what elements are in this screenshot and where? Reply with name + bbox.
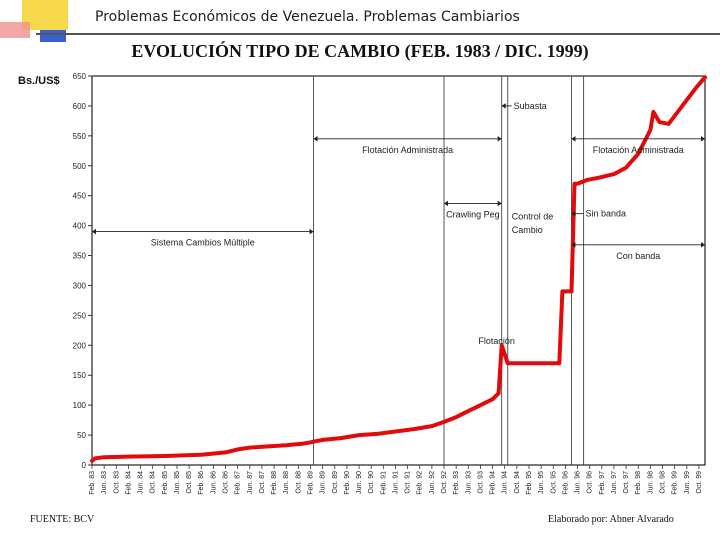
- x-tick-label: Feb. 92: [417, 471, 424, 495]
- slide-header-title: Problemas Económicos de Venezuela. Probl…: [95, 9, 520, 25]
- x-tick-label: Feb. 85: [162, 471, 169, 495]
- x-tick-label: Jun. 95: [538, 471, 545, 494]
- arrow-head: [701, 241, 705, 248]
- arrow-head: [92, 228, 96, 235]
- x-tick-label: Oct. 89: [332, 471, 339, 494]
- x-tick-label: Oct. 83: [113, 471, 120, 494]
- x-tick-label: Oct. 95: [550, 471, 557, 494]
- annotation-label: Con banda: [616, 251, 660, 261]
- y-tick-label: 300: [73, 281, 87, 290]
- x-tick-label: Oct. 88: [295, 471, 302, 494]
- x-tick-label: Jun. 88: [283, 471, 290, 494]
- x-tick-label: Feb. 84: [125, 471, 132, 495]
- x-tick-label: Feb. 99: [672, 471, 679, 495]
- x-tick-label: Feb. 95: [526, 471, 533, 495]
- x-tick-label: Jun. 94: [502, 471, 509, 494]
- y-tick-label: 600: [73, 102, 87, 111]
- x-tick-label: Jun. 89: [320, 471, 327, 494]
- x-tick-label: Oct. 93: [477, 471, 484, 494]
- x-tick-label: Feb. 96: [562, 471, 569, 495]
- y-tick-label: 350: [73, 252, 87, 261]
- x-tick-label: Jun. 93: [465, 471, 472, 494]
- y-tick-label: 150: [73, 371, 87, 380]
- annotation-label: Flotación Administrada: [362, 145, 453, 155]
- arrow-head: [497, 200, 502, 207]
- x-tick-label: Feb. 93: [453, 471, 460, 495]
- x-tick-label: Feb. 98: [635, 471, 642, 495]
- arrow-head: [444, 200, 449, 207]
- exchange-rate-line: [90, 75, 707, 463]
- x-tick-label: Oct. 90: [368, 471, 375, 494]
- y-tick-label: 250: [73, 311, 87, 320]
- x-tick-label: Feb. 83: [89, 471, 96, 495]
- x-tick-label: Oct. 97: [623, 471, 630, 494]
- arrow-head: [313, 136, 318, 142]
- y-tick-label: 50: [77, 431, 86, 440]
- x-tick-label: Oct. 99: [696, 471, 703, 494]
- x-tick-label: Feb. 91: [380, 471, 387, 495]
- x-tick-label: Feb. 94: [490, 471, 497, 495]
- x-tick-label: Jun. 92: [429, 471, 436, 494]
- y-tick-label: 650: [73, 72, 87, 81]
- x-tick-label: Feb. 88: [271, 471, 278, 495]
- x-tick-label: Jun. 84: [138, 471, 145, 494]
- y-tick-label: 450: [73, 192, 87, 201]
- plot-frame: [91, 75, 706, 466]
- y-tick-label: 0: [82, 461, 87, 470]
- x-tick-label: Jun. 87: [247, 471, 254, 494]
- arrow-head: [497, 136, 502, 142]
- author-note: Elaborado por: Abner Alvarado: [548, 514, 674, 525]
- x-tick-label: Oct. 91: [405, 471, 412, 494]
- y-tick-label: 550: [73, 132, 87, 141]
- x-tick-label: Feb. 89: [307, 471, 314, 495]
- arrow-head: [309, 228, 314, 235]
- arrow-head: [501, 103, 506, 109]
- x-tick-label: Jun. 83: [101, 471, 108, 494]
- x-tick-label: Jun. 98: [647, 471, 654, 494]
- y-tick-label: 200: [73, 341, 87, 350]
- annotation-label: Sistema Cambios Múltiple: [151, 238, 255, 248]
- x-tick-label: Oct. 96: [587, 471, 594, 494]
- y-tick-label: 400: [73, 222, 87, 231]
- x-tick-label: Oct. 85: [186, 471, 193, 494]
- source-note: FUENTE: BCV: [30, 514, 95, 525]
- x-tick-label: Jun. 90: [356, 471, 363, 494]
- x-tick-label: Oct. 87: [259, 471, 266, 494]
- arrow-head: [571, 210, 576, 217]
- arrow-head: [571, 241, 576, 248]
- x-tick-label: Jun. 85: [174, 471, 181, 494]
- annotation-label: Control de: [512, 212, 554, 222]
- x-tick-label: Jun. 97: [611, 471, 618, 494]
- arrow-head: [571, 136, 576, 142]
- y-tick-label: 500: [73, 162, 87, 171]
- annotation-label: Sin banda: [585, 209, 626, 219]
- x-tick-label: Feb. 86: [198, 471, 205, 495]
- x-tick-label: Oct. 94: [514, 471, 521, 494]
- arrow-head: [701, 136, 705, 142]
- annotation-label: Crawling Peg: [446, 209, 500, 219]
- x-tick-label: Feb. 87: [235, 471, 242, 495]
- y-axis-label: Bs./US$: [18, 75, 60, 87]
- y-tick-label: 100: [73, 401, 87, 410]
- x-tick-label: Oct. 98: [660, 471, 667, 494]
- x-tick-label: Jun. 86: [210, 471, 217, 494]
- header-rule: [36, 33, 720, 35]
- annotation-label: Cambio: [512, 225, 543, 235]
- annotation-label: Subasta: [514, 101, 547, 111]
- x-tick-label: Jun. 91: [392, 471, 399, 494]
- x-tick-label: Oct. 92: [441, 471, 448, 494]
- x-tick-label: Feb. 90: [344, 471, 351, 495]
- x-tick-label: Oct. 86: [223, 471, 230, 494]
- x-tick-label: Jun. 99: [684, 471, 691, 494]
- annotation-label: Flotación: [478, 336, 515, 346]
- x-tick-label: Jun. 96: [575, 471, 582, 494]
- x-tick-label: Oct. 84: [150, 471, 157, 494]
- annotation-label: Flotación Administrada: [593, 145, 684, 155]
- decor-red-block: [0, 22, 30, 38]
- chart-title: EVOLUCIÓN TIPO DE CAMBIO (FEB. 1983 / DI…: [131, 41, 589, 61]
- x-tick-label: Feb. 97: [599, 471, 606, 495]
